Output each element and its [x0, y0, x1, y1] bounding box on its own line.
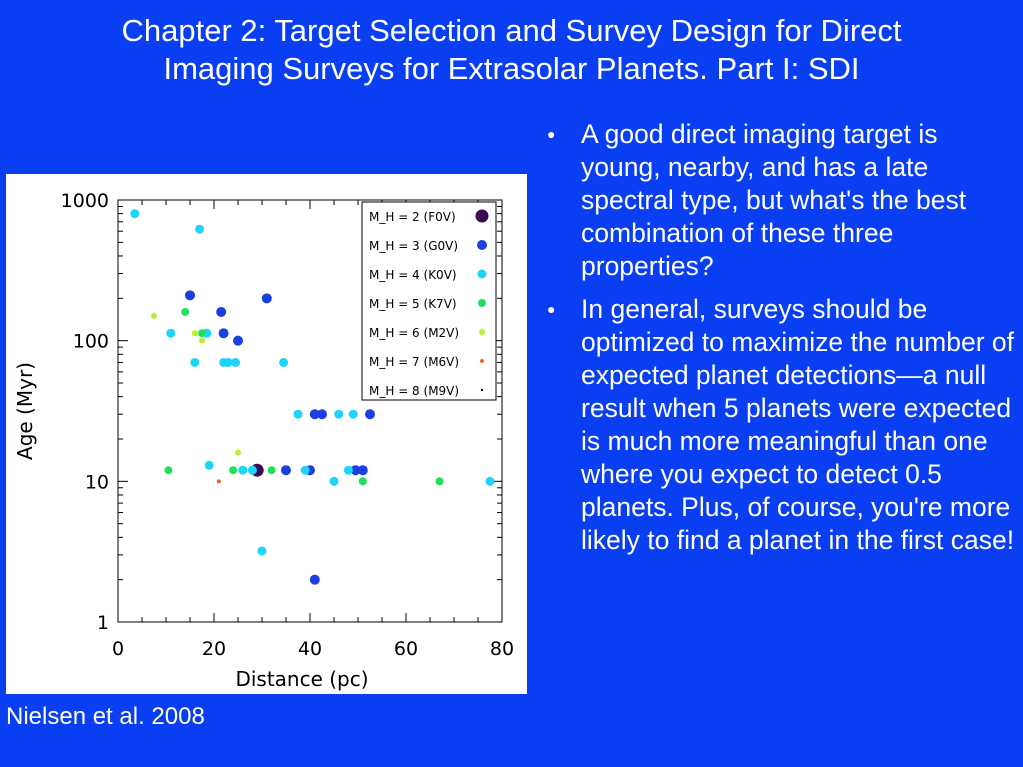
data-point — [329, 476, 339, 486]
data-point — [199, 337, 205, 344]
title-line-1: Chapter 2: Target Selection and Survey D… — [121, 13, 902, 48]
data-point — [309, 574, 320, 585]
data-point — [191, 330, 198, 337]
data-point — [348, 409, 358, 419]
data-point — [293, 409, 303, 419]
data-point — [216, 306, 227, 317]
data-point — [350, 465, 361, 476]
y-tick-label: 1 — [97, 612, 109, 634]
data-point — [166, 328, 176, 338]
legend-entry-label: M_H = 4 (K0V) — [369, 268, 457, 282]
data-point — [216, 479, 221, 484]
legend-marker — [477, 269, 487, 279]
data-point — [229, 466, 238, 475]
legend-marker — [480, 388, 484, 392]
legend-marker — [480, 359, 484, 363]
legend-marker — [477, 240, 487, 250]
legend-marker — [475, 209, 489, 223]
data-point — [223, 357, 233, 367]
data-point — [218, 328, 229, 339]
data-point — [204, 460, 214, 470]
data-point — [181, 307, 190, 316]
legend-entry-label: M_H = 3 (G0V) — [369, 239, 458, 253]
data-point — [334, 409, 344, 419]
data-point — [233, 335, 243, 346]
data-point — [357, 465, 368, 476]
legend-entry-label: M_H = 6 (M2V) — [369, 326, 459, 340]
data-point — [309, 409, 320, 420]
bullet-item: ● A good direct imaging target is young,… — [546, 118, 1016, 283]
data-point — [257, 546, 267, 556]
data-point — [343, 465, 353, 475]
legend-box — [361, 201, 497, 401]
data-point — [164, 466, 173, 475]
data-point — [358, 477, 367, 486]
x-tick-label: 20 — [202, 638, 226, 660]
y-tick-label: 1000 — [61, 190, 109, 212]
title-line-2: Imaging Surveys for Extrasolar Planets. … — [163, 51, 860, 86]
bullet-text: In general, surveys should be optimized … — [581, 294, 1015, 555]
bullet-text: A good direct imaging target is young, n… — [581, 119, 967, 281]
data-point — [231, 357, 241, 367]
data-point — [261, 293, 272, 304]
legend-entry-label: M_H = 8 (M9V) — [369, 384, 459, 398]
bullet-item: ● In general, surveys should be optimize… — [546, 293, 1016, 557]
chart-svg: 0 20 40 60 80 1 10 100 1000 Distance (pc) Age (Myr… — [13, 190, 514, 691]
data-point — [300, 465, 310, 475]
data-point — [281, 465, 291, 476]
data-point — [198, 329, 206, 338]
data-point — [190, 357, 200, 367]
legend-entry-label: M_H = 2 (F0V) — [369, 210, 456, 224]
x-tick-label: 0 — [112, 638, 124, 660]
data-point — [130, 209, 140, 219]
figure-caption: Nielsen et al. 2008 — [6, 703, 205, 730]
data-point — [317, 409, 327, 420]
data-point — [185, 290, 195, 301]
y-tick-label: 10 — [85, 471, 109, 493]
data-point — [195, 224, 205, 234]
legend-marker — [479, 329, 485, 335]
x-tick-label: 60 — [394, 638, 418, 660]
data-point — [235, 449, 241, 456]
data-point — [365, 409, 375, 420]
x-tick-label: 80 — [490, 638, 514, 660]
data-point — [279, 357, 289, 367]
x-axis-label: Distance (pc) — [235, 667, 368, 691]
data-point — [238, 465, 248, 475]
data-point — [435, 477, 444, 486]
data-point — [151, 312, 157, 319]
legend-entry-label: M_H = 5 (K7V) — [369, 297, 457, 311]
age-distance-chart: 0 20 40 60 80 1 10 100 1000 Distance (pc) Age (Myr… — [6, 174, 527, 694]
data-point — [267, 466, 276, 475]
bullet-list: ● A good direct imaging target is young,… — [546, 118, 1016, 567]
legend-marker — [478, 299, 486, 307]
bullet-dot-icon: ● — [547, 301, 556, 317]
y-tick-label: 100 — [73, 331, 109, 353]
x-tick-label: 40 — [298, 638, 322, 660]
slide-title: Chapter 2: Target Selection and Survey D… — [0, 12, 1023, 88]
y-axis-label: Age (Myr) — [13, 362, 37, 460]
legend-entry-label: M_H = 7 (M6V) — [369, 355, 459, 369]
bullet-dot-icon: ● — [547, 126, 556, 142]
data-point — [247, 465, 257, 475]
data-point — [485, 476, 495, 486]
